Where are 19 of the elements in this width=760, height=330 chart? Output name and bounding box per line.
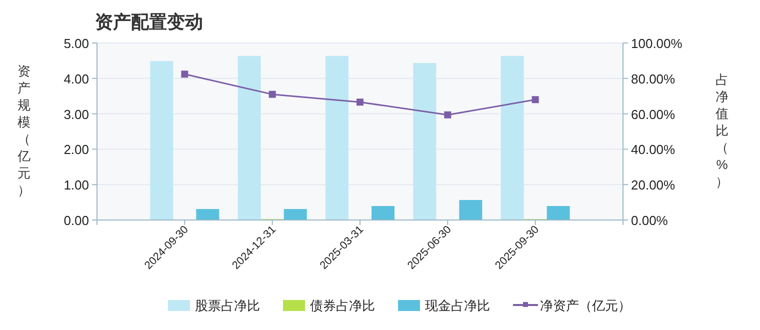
y-tick-label: 0.00 xyxy=(64,213,89,228)
chart-title: 资产配置变动 xyxy=(95,12,203,32)
y-axis-title: 资产规模（亿元） xyxy=(16,64,30,198)
y2-tick-label: 40.00% xyxy=(631,142,676,158)
legend-label: 净资产（亿元） xyxy=(540,298,631,313)
y2-axis-title: 占净值比（%） xyxy=(716,72,728,189)
y2-tick-label: 80.00% xyxy=(631,71,676,86)
y-tick-label: 4.00 xyxy=(64,71,89,86)
y2-tick-label: 0.00% xyxy=(631,213,668,228)
y-tick-label: 5.00 xyxy=(64,36,89,51)
legend-label: 债券占净比 xyxy=(310,298,375,313)
y2-tick-label: 20.00% xyxy=(631,178,676,193)
y-tick-label: 2.00 xyxy=(64,142,89,158)
legend-label: 现金占净比 xyxy=(425,298,490,313)
legend-label: 股票占净比 xyxy=(195,298,260,313)
y2-tick-label: 100.00% xyxy=(631,36,683,51)
y-tick-label: 3.00 xyxy=(64,106,89,122)
y-tick-label: 1.00 xyxy=(64,178,89,193)
y2-tick-label: 60.00% xyxy=(631,106,676,122)
